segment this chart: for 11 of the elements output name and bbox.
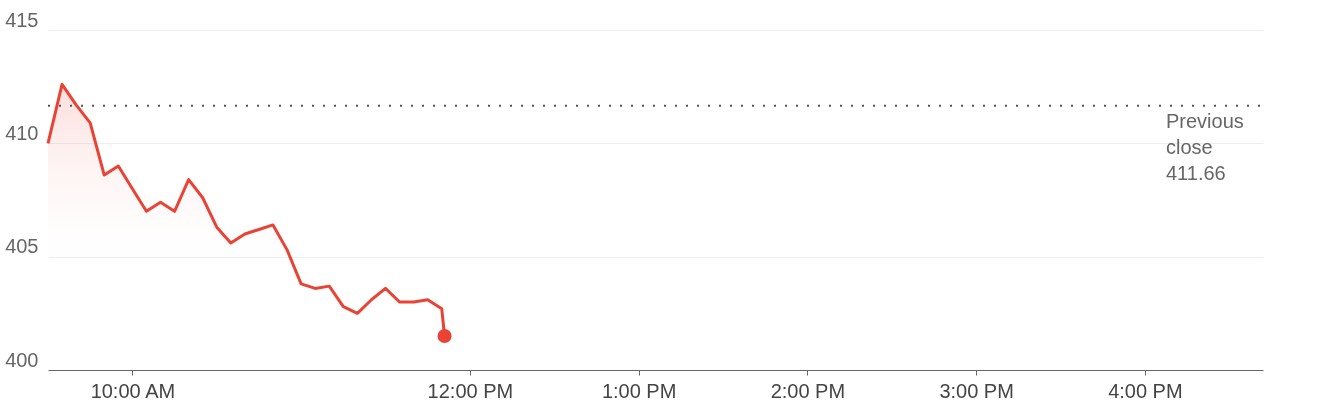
y-tick-label: 405 xyxy=(5,235,39,258)
ref-line-label: Previous close 411.66 xyxy=(1166,109,1244,184)
x-tick-label: 10:00 AM xyxy=(90,379,176,402)
x-tick-label: 12:00 PM xyxy=(427,379,514,402)
x-tick-label: 1:00 PM xyxy=(601,379,677,402)
x-tick-label: 3:00 PM xyxy=(939,379,1014,402)
x-tick-label: 2:00 PM xyxy=(770,379,846,402)
x-tick-label: 4:00 PM xyxy=(1108,379,1183,402)
y-tick-label: 400 xyxy=(5,348,39,371)
y-tick-label: 415 xyxy=(5,8,39,31)
y-tick-label: 410 xyxy=(5,121,39,144)
